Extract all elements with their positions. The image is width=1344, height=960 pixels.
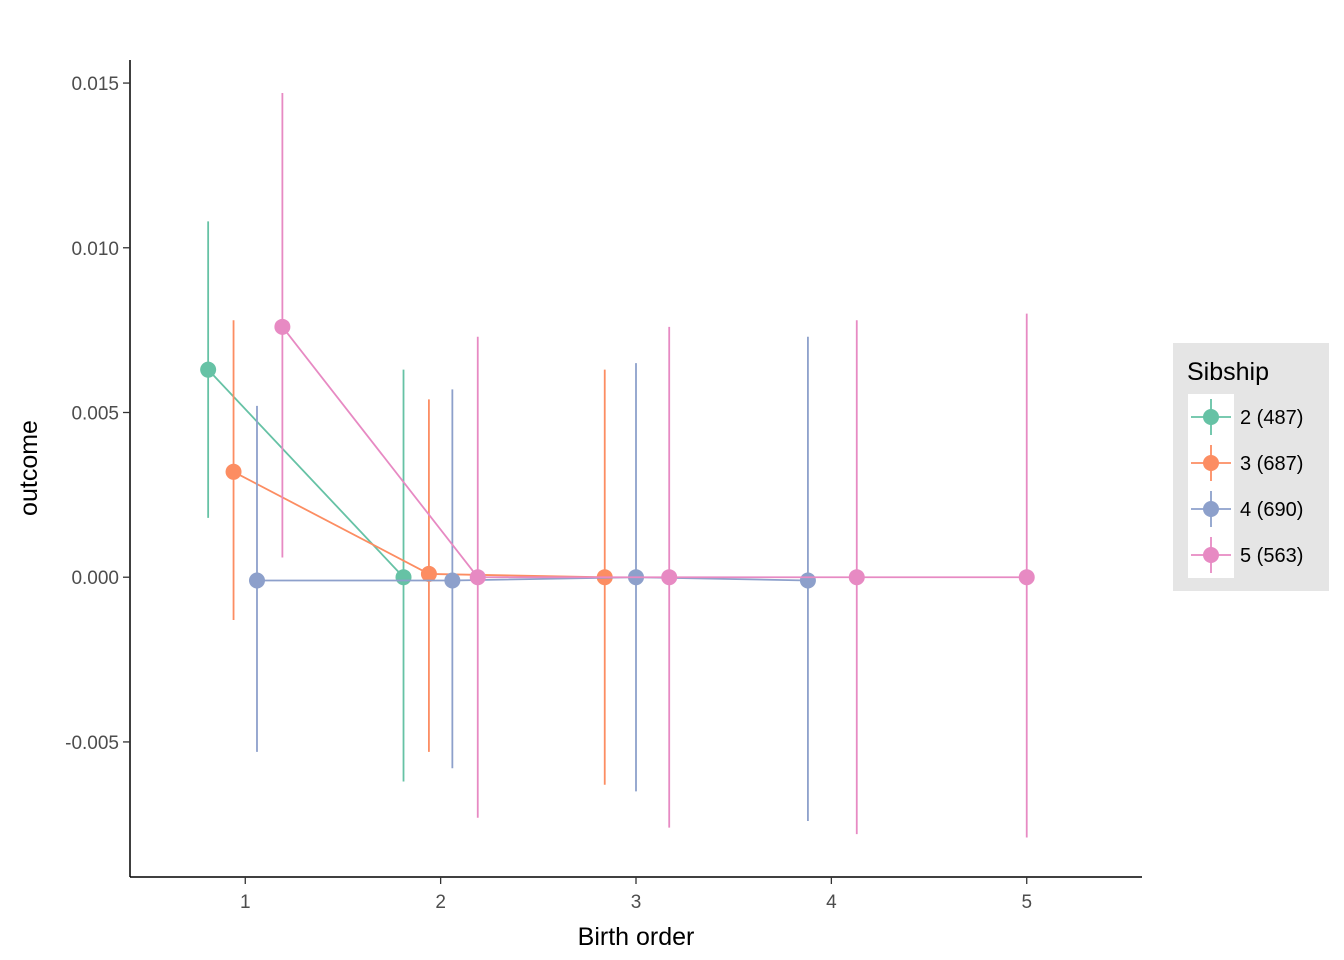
data-point — [661, 569, 678, 586]
series-4 — [274, 92, 1035, 838]
data-point — [469, 569, 486, 586]
y-ticks: -0.005 0.000 0.005 0.010 0.015 — [65, 74, 130, 754]
data-point — [1018, 569, 1035, 586]
y-tick-label: -0.005 — [65, 733, 119, 754]
series-line — [256, 576, 808, 582]
legend-item: 4 (690) — [1188, 486, 1303, 532]
x-axis-title: Birth order — [578, 923, 695, 951]
plot-area — [200, 92, 1035, 838]
legend-key-point — [1203, 409, 1219, 425]
x-tick-label: 3 — [631, 892, 642, 913]
legend-label: 2 (487) — [1240, 407, 1303, 429]
legend-title: Sibship — [1187, 358, 1269, 386]
y-tick-label: 0.000 — [71, 568, 119, 589]
legend-item: 2 (487) — [1188, 394, 1303, 440]
series-3 — [248, 336, 816, 821]
legend-item: 3 (687) — [1188, 440, 1303, 486]
y-tick-label: 0.005 — [71, 403, 119, 424]
data-point — [420, 565, 437, 582]
data-point — [200, 361, 217, 378]
y-tick-label: 0.015 — [71, 74, 119, 95]
legend-key-point — [1203, 501, 1219, 517]
series-2 — [225, 320, 613, 785]
legend-label: 4 (690) — [1240, 499, 1303, 521]
legend-items: 2 (487) 3 (687) 4 (690) 5 (563) — [1188, 394, 1303, 578]
x-tick-label: 4 — [826, 892, 837, 913]
data-point — [274, 318, 291, 335]
x-tick-label: 5 — [1021, 892, 1032, 913]
legend: Sibship 2 (487) 3 (687) 4 (690) 5 (563) — [1173, 343, 1329, 591]
data-point — [248, 572, 265, 589]
data-point — [848, 569, 865, 586]
x-tick-label: 1 — [240, 892, 251, 913]
x-ticks: 1 2 3 4 5 — [240, 877, 1032, 913]
legend-label: 5 (563) — [1240, 545, 1303, 567]
data-point — [444, 572, 461, 589]
legend-item: 5 (563) — [1188, 532, 1303, 578]
series-line — [281, 326, 1027, 579]
legend-key-point — [1203, 547, 1219, 563]
series-line — [233, 470, 605, 579]
data-point — [799, 572, 816, 589]
data-point — [395, 569, 412, 586]
data-point — [225, 463, 242, 480]
x-tick-label: 2 — [435, 892, 446, 913]
series-1 — [200, 221, 412, 782]
y-tick-label: 0.010 — [71, 239, 119, 260]
y-axis-title: outcome — [15, 420, 43, 516]
legend-label: 3 (687) — [1240, 453, 1303, 475]
legend-key-point — [1203, 455, 1219, 471]
